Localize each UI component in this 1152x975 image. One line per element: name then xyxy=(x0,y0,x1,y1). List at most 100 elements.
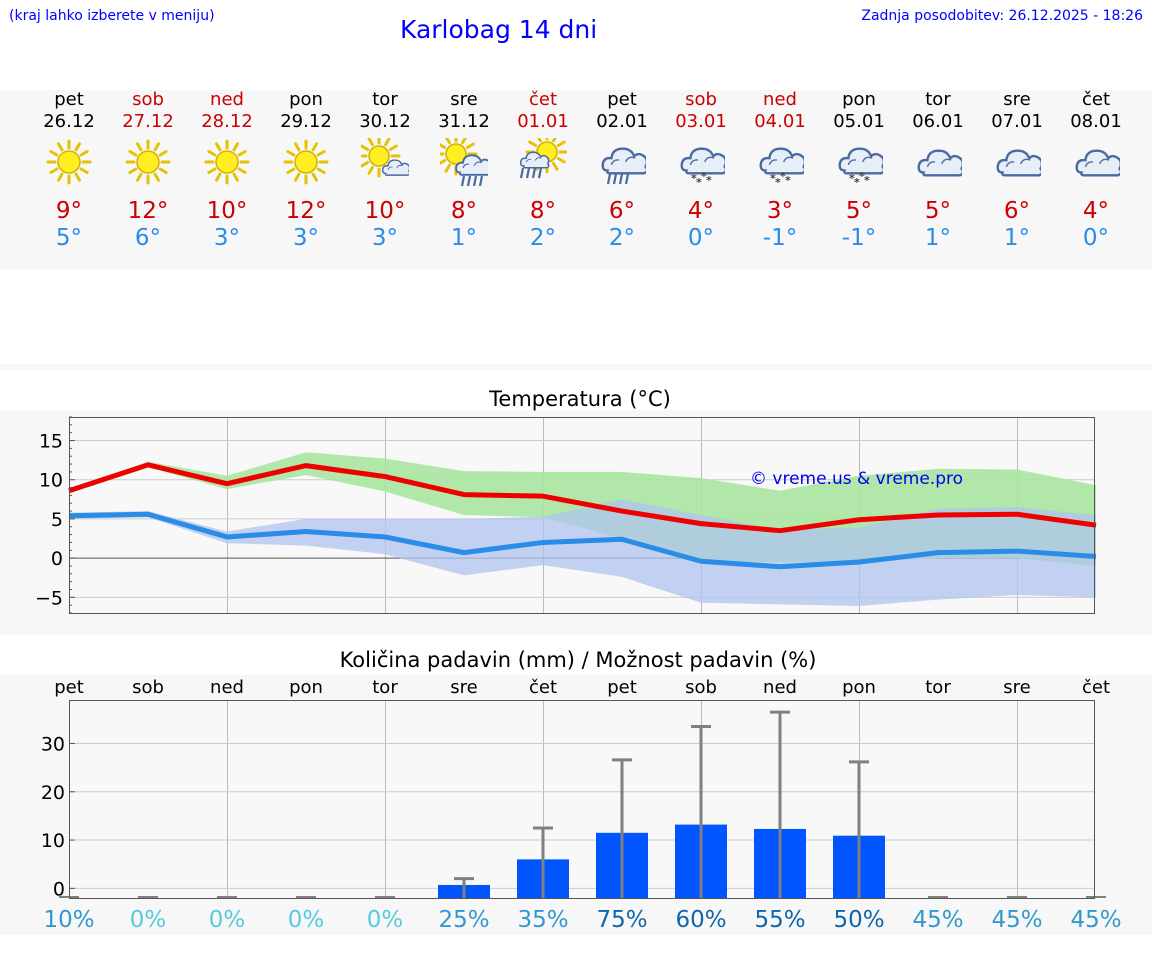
svg-text:*: * xyxy=(854,176,860,186)
temp-max: 5° xyxy=(845,198,873,224)
precipitation-chart-title: Količina padavin (mm) / Možnost padavin … xyxy=(339,648,817,672)
sun-cloud-icon xyxy=(361,138,409,178)
temp-max: 8° xyxy=(529,198,557,224)
day-date: 26.12 xyxy=(43,111,95,132)
day-label: tor xyxy=(925,677,951,698)
day-name: pon xyxy=(842,89,876,110)
temp-max: 9° xyxy=(55,198,83,224)
temp-min: 5° xyxy=(55,225,83,251)
temp-max: 3° xyxy=(766,198,794,224)
precip-probability: 55% xyxy=(754,907,805,933)
precip-probability: 50% xyxy=(833,907,884,933)
day-date: 01.01 xyxy=(517,111,569,132)
day-name: sre xyxy=(1003,89,1031,110)
day-date: 28.12 xyxy=(201,111,253,132)
svg-text:*: * xyxy=(849,172,855,185)
y-tick-label: 0 xyxy=(53,878,65,900)
svg-text:*: * xyxy=(706,174,712,186)
svg-text:*: * xyxy=(701,170,707,183)
svg-text:*: * xyxy=(691,172,697,185)
day-name: sob xyxy=(132,89,164,110)
day-label: čet xyxy=(529,677,557,698)
precip-probability: 45% xyxy=(991,907,1042,933)
day-date: 31.12 xyxy=(438,111,490,132)
min-temperature-line xyxy=(68,511,1097,570)
day-date: 07.01 xyxy=(991,111,1043,132)
plot-frame xyxy=(69,700,1095,899)
day-date: 04.01 xyxy=(754,111,806,132)
svg-text:*: * xyxy=(780,170,786,183)
temp-min: 2° xyxy=(608,225,636,251)
day-date: 30.12 xyxy=(359,111,411,132)
y-tick-label: 20 xyxy=(41,782,65,804)
day-label: ned xyxy=(210,677,244,698)
day-label: ned xyxy=(763,677,797,698)
temperature-chart: −5 0 5 10 15 © vreme.us & vreme.pro xyxy=(35,416,1097,614)
temp-min: -1° xyxy=(762,225,798,251)
day-label: pet xyxy=(54,677,84,698)
cloud-icon xyxy=(917,149,962,177)
plot-area xyxy=(69,700,1094,898)
day-date: 05.01 xyxy=(833,111,885,132)
temp-max: 4° xyxy=(687,198,715,224)
sun-icon xyxy=(204,139,250,185)
svg-text:*: * xyxy=(696,176,702,186)
precip-probability: 0% xyxy=(130,907,167,933)
precip-probability: 45% xyxy=(912,907,963,933)
cloud-rain-icon xyxy=(601,147,646,185)
day-date: 29.12 xyxy=(280,111,332,132)
precip-probability: 0% xyxy=(209,907,246,933)
last-updated: Zadnja posodobitev: 26.12.2025 - 18:26 xyxy=(861,8,1143,24)
svg-text:*: * xyxy=(864,174,870,186)
precip-probability: 0% xyxy=(288,907,325,933)
day-name: sre xyxy=(450,89,478,110)
temp-max: 10° xyxy=(206,198,248,224)
min-range-band xyxy=(69,499,1096,606)
y-tick-label: 0 xyxy=(51,548,63,570)
day-label: sob xyxy=(685,677,717,698)
cloud-icon xyxy=(1075,149,1120,177)
temp-min: 6° xyxy=(134,225,162,251)
location-hint: (kraj lahko izberete v meniju) xyxy=(9,8,215,24)
svg-text:*: * xyxy=(770,172,776,185)
day-name: čet xyxy=(528,89,558,110)
svg-text:*: * xyxy=(785,174,791,186)
y-tick-label: 10 xyxy=(39,470,63,492)
temperature-chart-title: Temperatura (°C) xyxy=(489,387,671,411)
svg-text:*: * xyxy=(859,170,865,183)
precip-probability: 10% xyxy=(43,907,94,933)
y-tick-label: 10 xyxy=(41,830,65,852)
cloud-snow-icon: * ** * xyxy=(838,147,883,186)
temp-min: 1° xyxy=(450,225,478,251)
svg-text:*: * xyxy=(775,176,781,186)
y-tick-label: 5 xyxy=(51,509,63,531)
day-label: sre xyxy=(450,677,477,698)
temp-min: 3° xyxy=(292,225,320,251)
precip-probability: 45% xyxy=(1070,907,1121,933)
day-date: 02.01 xyxy=(596,111,648,132)
sun-icon xyxy=(125,139,171,185)
cloud-snow-icon: * ** * xyxy=(680,147,725,186)
day-name: pet xyxy=(54,89,84,110)
temp-max: 10° xyxy=(364,198,406,224)
daily-forecast-strip: pet 26.12 9° 5° sob 27.12 12° 6° ned 28.12… xyxy=(0,90,1152,270)
separator-band xyxy=(0,364,1152,370)
sun-cloud-rain-icon xyxy=(440,138,488,186)
precip-probability: 75% xyxy=(596,907,647,933)
precipitation-chart: pet sob ned pon tor sre čet pet sob ned pon tor sre č… xyxy=(41,677,1122,933)
day-name: tor xyxy=(925,89,951,110)
day-label: pon xyxy=(289,677,323,698)
y-tick-label: 15 xyxy=(39,431,63,453)
temp-max: 6° xyxy=(1003,198,1031,224)
day-label: čet xyxy=(1082,677,1110,698)
temp-min: 3° xyxy=(371,225,399,251)
day-name: ned xyxy=(210,89,244,110)
cloud-icon xyxy=(996,149,1041,177)
sun-icon xyxy=(283,139,329,185)
temp-min: -1° xyxy=(841,225,877,251)
day-date: 06.01 xyxy=(912,111,964,132)
day-label: sre xyxy=(1003,677,1030,698)
y-tick-label: 30 xyxy=(41,733,65,755)
temp-min: 0° xyxy=(1082,225,1110,251)
temp-max: 12° xyxy=(285,198,327,224)
